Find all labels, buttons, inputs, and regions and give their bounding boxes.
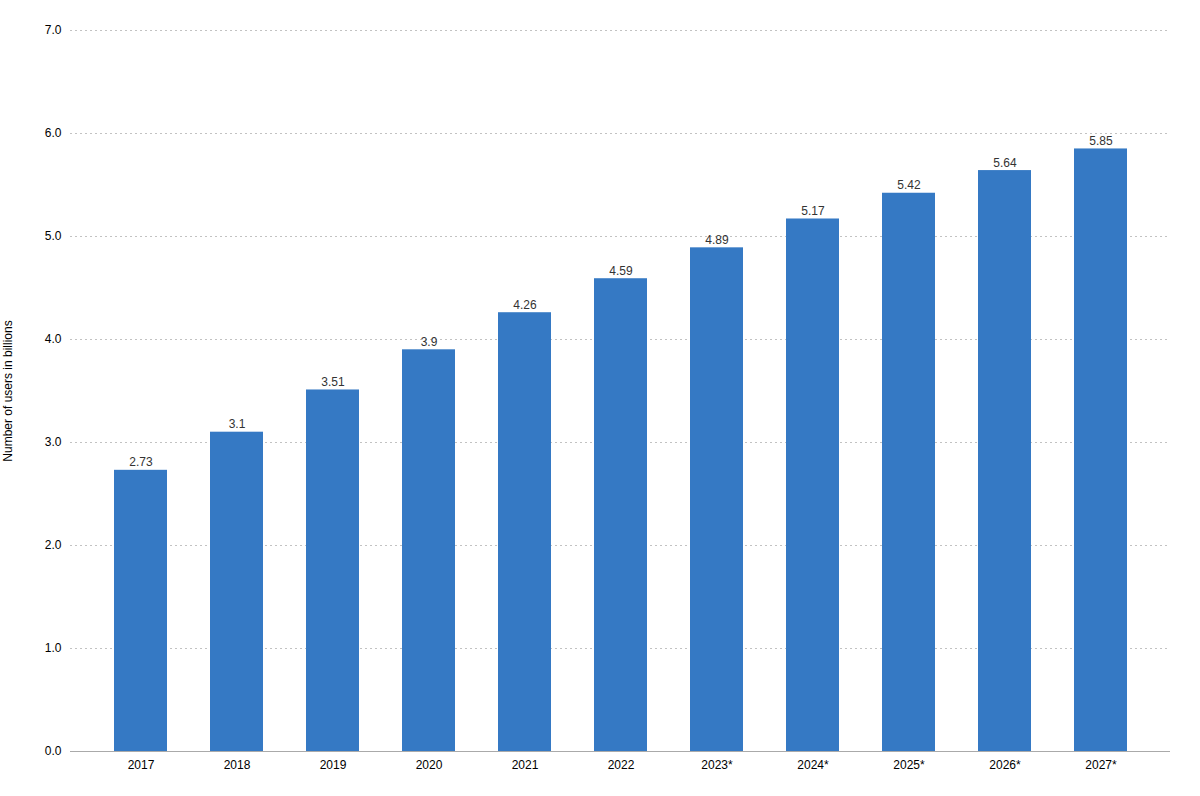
svg-text:2018: 2018 [224,758,251,772]
svg-text:2.73: 2.73 [129,455,153,469]
svg-text:4.0: 4.0 [45,332,62,346]
svg-text:2021: 2021 [512,758,539,772]
svg-text:Number of users in billions: Number of users in billions [1,320,15,461]
svg-text:2027*: 2027* [1085,758,1117,772]
svg-text:2022: 2022 [608,758,635,772]
svg-text:2.0: 2.0 [45,538,62,552]
svg-text:7.0: 7.0 [45,23,62,37]
svg-text:4.26: 4.26 [513,298,537,312]
svg-text:3.51: 3.51 [321,375,345,389]
svg-text:6.0: 6.0 [45,126,62,140]
svg-text:2024*: 2024* [797,758,829,772]
svg-text:2020: 2020 [416,758,443,772]
svg-text:2019: 2019 [320,758,347,772]
svg-text:5.64: 5.64 [993,156,1017,170]
svg-text:5.17: 5.17 [801,204,825,218]
svg-text:4.59: 4.59 [609,264,633,278]
svg-text:3.9: 3.9 [421,335,438,349]
svg-text:2023*: 2023* [701,758,733,772]
svg-text:2025*: 2025* [893,758,925,772]
svg-text:0.0: 0.0 [45,744,62,758]
svg-text:1.0: 1.0 [45,641,62,655]
svg-text:3.0: 3.0 [45,435,62,449]
svg-text:5.0: 5.0 [45,229,62,243]
svg-text:5.42: 5.42 [897,178,921,192]
svg-text:2026*: 2026* [989,758,1021,772]
svg-text:3.1: 3.1 [229,417,246,431]
svg-text:5.85: 5.85 [1089,134,1113,148]
svg-text:4.89: 4.89 [705,233,729,247]
svg-text:2017: 2017 [128,758,155,772]
